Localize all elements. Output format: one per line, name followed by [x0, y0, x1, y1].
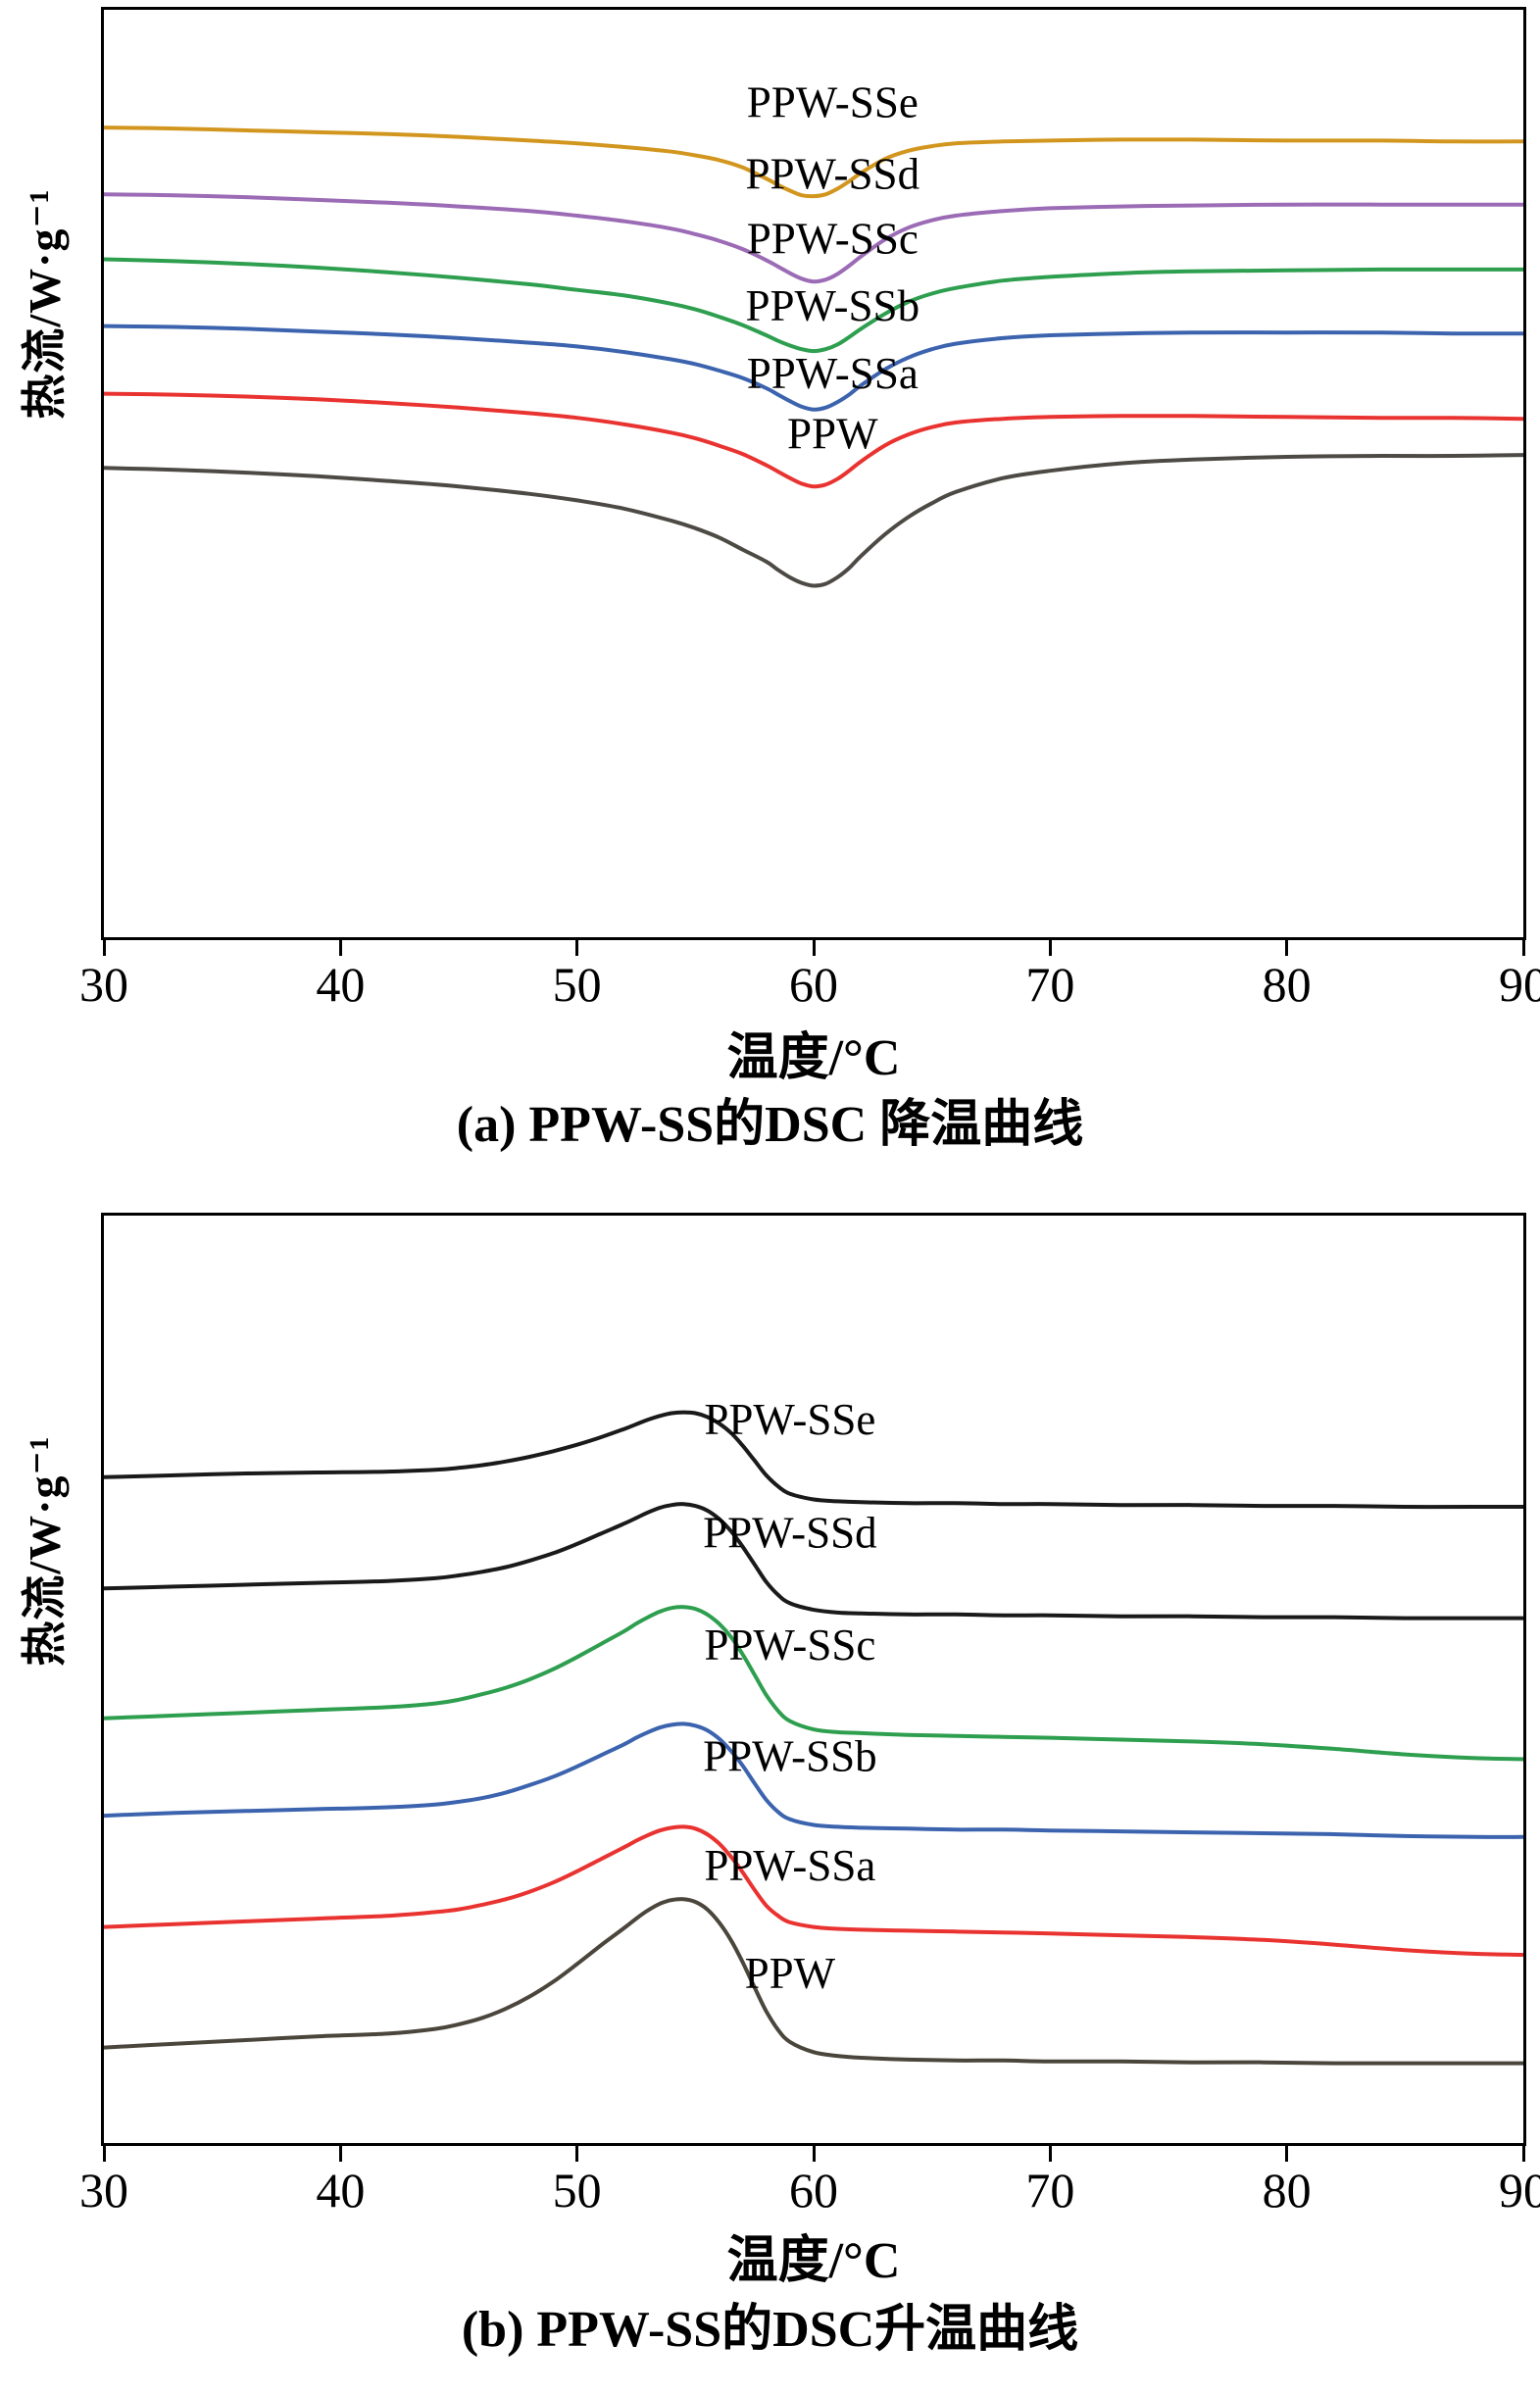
series-label-PPW-SSd: PPW-SSd — [703, 1509, 877, 1558]
plot-area-b: PPW-SSe PPW-SSd PPW-SSc PPW-SSb PPW-SSa PPW — [101, 1213, 1526, 2146]
series-label-PPW-SSe: PPW-SSe — [747, 78, 919, 127]
curve-PPW-SSc — [104, 1605, 1523, 1762]
series-label-PPW-SSb: PPW-SSb — [703, 1732, 877, 1781]
curve-PPW-SSa — [104, 1824, 1523, 1957]
x-tick-label: 40 — [316, 2163, 366, 2218]
curve-PPW-SSa — [104, 391, 1523, 489]
series-label-PPW-SSa: PPW-SSa — [747, 349, 919, 398]
x-tick-label: 60 — [789, 957, 838, 1012]
caption-a: (a) PPW-SS的DSC 降温曲线 — [456, 1097, 1084, 1153]
x-tick — [1285, 2146, 1289, 2162]
x-tick — [812, 940, 816, 956]
series-label-PPW-SSc: PPW-SSc — [704, 1621, 875, 1670]
curve-PPW-SSc — [104, 257, 1523, 354]
x-tick-label: 30 — [79, 957, 128, 1012]
x-tick — [1048, 940, 1052, 956]
curves-canvas-a: PPW-SSe PPW-SSd PPW-SSc PPW-SSb PPW-SSa PPW — [104, 78, 1523, 588]
curve-PPW — [104, 453, 1523, 588]
x-tick — [575, 2146, 579, 2162]
curve-PPW-SSd — [104, 1502, 1523, 1621]
x-tick — [102, 2146, 106, 2162]
curve-PPW-SSb — [104, 324, 1523, 412]
caption-b: (b) PPW-SS的DSC升温曲线 — [461, 2302, 1079, 2358]
curve-PPW-SSe — [104, 125, 1523, 199]
x-tick-label: 30 — [79, 2163, 128, 2218]
x-tick-label: 40 — [316, 957, 366, 1012]
curve-PPW-SSe — [104, 1410, 1523, 1510]
x-tick-label: 80 — [1262, 957, 1312, 1012]
x-tick-label: 50 — [552, 2163, 602, 2218]
x-axis-title-a: 温度/°C — [726, 1030, 901, 1086]
series-label-PPW-SSe: PPW-SSe — [704, 1395, 875, 1444]
plot-area-a: PPW-SSe PPW-SSd PPW-SSc PPW-SSb PPW-SSa PPW — [101, 7, 1526, 940]
curves-canvas-b: PPW-SSe PPW-SSd PPW-SSc PPW-SSb PPW-SSa PPW — [104, 1395, 1523, 2066]
x-tick — [1048, 2146, 1052, 2162]
series-label-PPW-SSc: PPW-SSc — [747, 215, 919, 264]
x-tick — [338, 940, 342, 956]
chart-a-cooling-curves: 热流/W·g⁻¹ PPW-SSe PPW-SSd PPW-SSc PPW-SSb PPW… — [20, 7, 1540, 1153]
x-tick-label: 70 — [1025, 2163, 1075, 2218]
x-tick-label: 50 — [552, 957, 602, 1012]
y-axis-label-b: 热流/W·g⁻¹ — [20, 1435, 70, 1667]
chart-b-heating-curves: 热流/W·g⁻¹ PPW-SSe PPW-SSd PPW-SSc PPW-SSb PPW… — [0, 1213, 1540, 2394]
y-axis-label-a: 热流/W·g⁻¹ — [20, 188, 70, 420]
x-tick — [1285, 940, 1289, 956]
x-tick-label: 80 — [1262, 2163, 1312, 2218]
x-tick-label: 90 — [1499, 957, 1540, 1012]
x-axis-title-b: 温度/°C — [726, 2233, 901, 2289]
curve-PPW-SSb — [104, 1721, 1523, 1839]
series-label-PPW: PPW — [787, 409, 878, 458]
x-tick — [338, 2146, 342, 2162]
x-tick — [812, 2146, 816, 2162]
series-label-PPW-SSb: PPW-SSb — [746, 281, 920, 330]
x-tick — [575, 940, 579, 956]
series-label-PPW-SSa: PPW-SSa — [704, 1841, 875, 1890]
x-tick-label: 90 — [1499, 2163, 1540, 2218]
x-tick-label: 60 — [789, 2163, 838, 2218]
x-tick — [102, 940, 106, 956]
curve-PPW-SSd — [104, 192, 1523, 284]
curve-PPW — [104, 1897, 1523, 2066]
x-tick — [1521, 940, 1525, 956]
series-label-PPW: PPW — [745, 1949, 836, 1998]
x-tick — [1521, 2146, 1525, 2162]
series-label-PPW-SSd: PPW-SSd — [746, 150, 920, 199]
x-tick-label: 70 — [1025, 957, 1075, 1012]
